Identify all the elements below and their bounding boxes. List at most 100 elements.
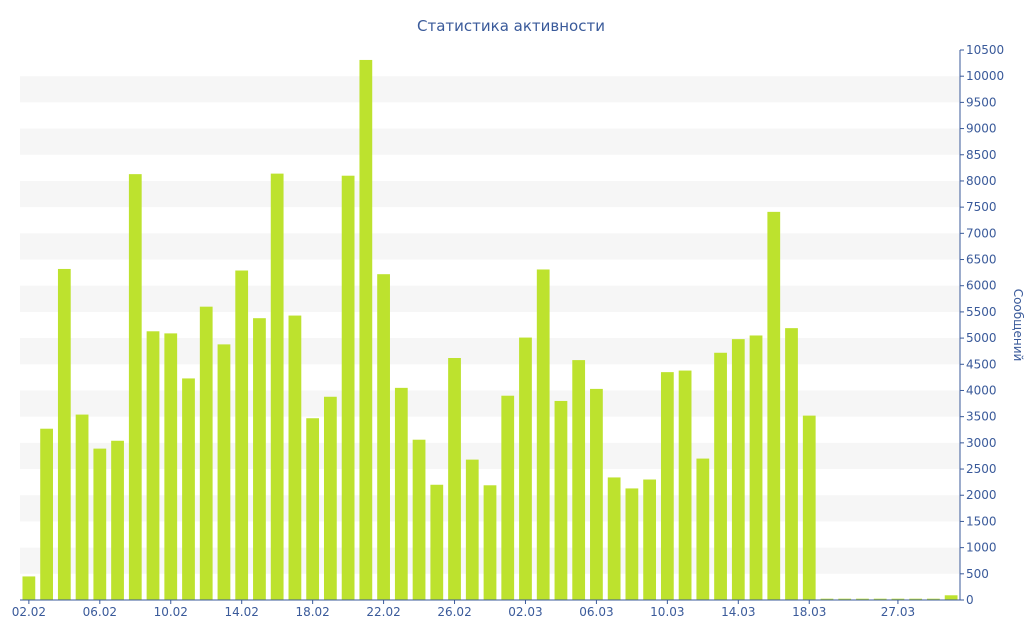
grid-band xyxy=(20,442,960,470)
bar xyxy=(40,428,53,600)
bar xyxy=(590,388,603,600)
bar xyxy=(856,598,869,600)
bar xyxy=(802,415,816,600)
bar xyxy=(111,440,124,600)
x-tick-label: 14.03 xyxy=(721,605,755,619)
y-tick-label: 7500 xyxy=(966,200,997,214)
bar xyxy=(572,360,586,600)
bars-group xyxy=(22,59,958,601)
x-tick-label: 02.02 xyxy=(12,605,46,619)
bar xyxy=(341,175,355,600)
bar xyxy=(501,395,515,600)
chart-title: Статистика активности xyxy=(417,17,605,35)
bar xyxy=(519,337,532,600)
bar xyxy=(270,173,284,600)
bar xyxy=(909,598,923,600)
bar xyxy=(944,595,958,600)
y-tick-label: 9000 xyxy=(966,122,997,136)
y-tick-label: 5000 xyxy=(966,331,997,345)
x-tick-label: 18.03 xyxy=(792,605,826,619)
bar xyxy=(306,418,320,600)
grid-band xyxy=(20,233,960,260)
grid-band xyxy=(20,128,960,155)
x-tick-label: 10.03 xyxy=(650,605,684,619)
bar xyxy=(146,331,160,600)
bar xyxy=(767,211,781,601)
x-tick-label: 10.02 xyxy=(154,605,188,619)
bar xyxy=(927,598,940,600)
bar xyxy=(536,269,550,600)
y-tick-label: 2000 xyxy=(966,488,997,502)
bar xyxy=(359,59,373,600)
y-tick-label: 8000 xyxy=(966,174,997,188)
bar xyxy=(217,344,231,600)
bar xyxy=(607,477,621,600)
y-tick-label: 8500 xyxy=(966,148,997,162)
y-tick-label: 3500 xyxy=(966,410,997,424)
bar xyxy=(57,268,71,600)
bar xyxy=(430,484,444,600)
y-tick-label: 0 xyxy=(966,593,974,607)
bar xyxy=(235,270,249,600)
bar xyxy=(483,485,497,600)
x-tick-label: 02.03 xyxy=(508,605,542,619)
bar xyxy=(394,387,408,600)
x-tick-label: 14.02 xyxy=(225,605,259,619)
bar xyxy=(554,400,568,600)
x-tick-label: 27.03 xyxy=(881,605,915,619)
grid-band xyxy=(20,285,960,312)
y-tick-label: 500 xyxy=(966,567,989,581)
x-tick-label: 18.02 xyxy=(295,605,329,619)
x-tick-label: 06.02 xyxy=(83,605,117,619)
x-axis-ticks: 02.02 06.02 10.02 14.02 18.02 22.02 26.02 02.03… xyxy=(12,600,915,619)
bar xyxy=(377,274,390,600)
y-tick-label: 2500 xyxy=(966,462,997,476)
y-tick-label: 4500 xyxy=(966,357,997,371)
x-tick-label: 06.03 xyxy=(579,605,613,619)
y-tick-label: 7000 xyxy=(966,226,997,240)
y-tick-label: 10000 xyxy=(966,69,1004,83)
bar xyxy=(323,396,337,600)
bar xyxy=(412,439,426,600)
bar xyxy=(625,488,639,600)
y-tick-label: 1500 xyxy=(966,514,997,528)
grid-band xyxy=(20,76,960,103)
bar xyxy=(678,370,692,600)
bar xyxy=(891,598,905,600)
y-tick-label: 3000 xyxy=(966,436,997,450)
grid-band xyxy=(20,180,960,208)
y-tick-label: 9500 xyxy=(966,95,997,109)
bar xyxy=(288,315,302,600)
y-tick-label: 6500 xyxy=(966,253,997,267)
bar xyxy=(93,448,107,600)
y-tick-label: 1000 xyxy=(966,541,997,555)
y-tick-label: 5500 xyxy=(966,305,997,319)
bar xyxy=(714,352,727,600)
bar xyxy=(448,358,461,600)
bar xyxy=(873,598,887,600)
bar xyxy=(75,414,89,600)
bar xyxy=(660,372,674,600)
y-tick-label: 10500 xyxy=(966,43,1004,57)
bar xyxy=(199,306,213,600)
bar xyxy=(749,335,763,600)
bar xyxy=(838,598,852,600)
bar xyxy=(253,318,266,600)
x-tick-label: 22.02 xyxy=(366,605,400,619)
bar xyxy=(696,458,710,600)
bar xyxy=(128,174,142,600)
y-axis-label: Сообщений xyxy=(1011,289,1024,362)
bar xyxy=(820,598,834,600)
bar xyxy=(465,459,479,600)
bar xyxy=(182,378,195,600)
bar xyxy=(785,328,798,600)
y-tick-label: 6000 xyxy=(966,279,997,293)
grid-band xyxy=(20,390,960,417)
bar xyxy=(22,576,36,600)
bar xyxy=(731,339,745,600)
bar xyxy=(643,479,657,600)
y-axis-ticks: 0 500 1000 1500 2000 2500 3000 3500 4000 4500 5000… xyxy=(960,43,1004,607)
grid-band xyxy=(20,338,960,365)
bar xyxy=(164,333,178,600)
